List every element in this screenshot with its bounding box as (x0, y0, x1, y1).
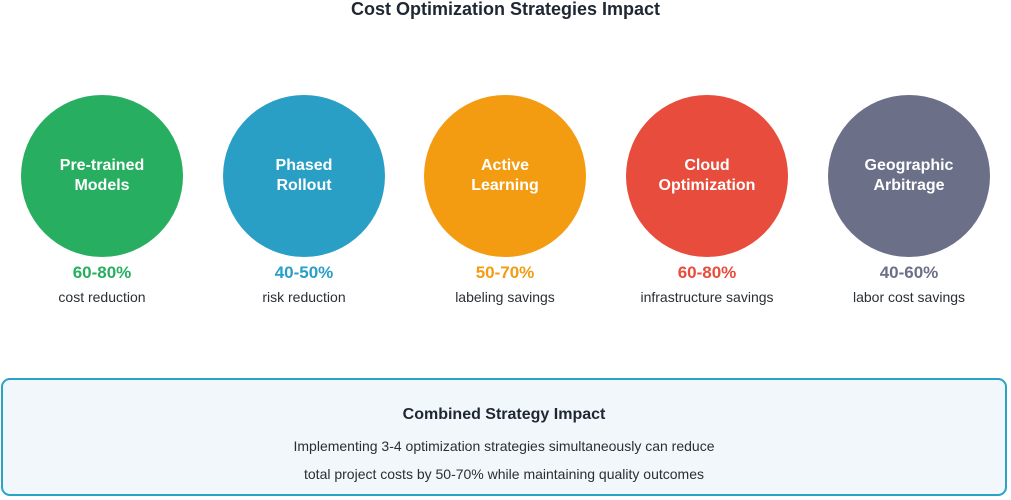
strategy-name-line2: Models (74, 177, 130, 194)
strategy-cloud-optimization: Cloud Optimization 60-80% infrastructure… (607, 95, 807, 306)
combined-impact-text-line2: total project costs by 50-70% while main… (304, 466, 704, 482)
strategy-name-line1: Geographic (864, 157, 954, 174)
strategy-phased-rollout: Phased Rollout 40-50% risk reduction (204, 95, 404, 306)
strategy-name-line2: Optimization (658, 177, 756, 194)
strategy-name-line2: Learning (471, 177, 539, 194)
combined-impact-box: Combined Strategy Impact Implementing 3-… (1, 378, 1007, 496)
strategy-percent: 40-60% (879, 263, 939, 282)
strategy-pretrained-models: Pre-trained Models 60-80% cost reduction (2, 95, 202, 306)
strategy-name-line1: Phased (275, 157, 333, 174)
strategy-name-line2: Arbitrage (873, 177, 945, 194)
strategy-circle: Geographic Arbitrage (828, 95, 990, 257)
strategy-description: risk reduction (262, 289, 346, 305)
strategy-geographic-arbitrage: Geographic Arbitrage 40-60% labor cost s… (809, 95, 1009, 306)
strategy-percent: 60-80% (677, 263, 737, 282)
strategy-name-line1: Pre-trained (59, 157, 145, 174)
strategy-circle: Pre-trained Models (21, 95, 183, 257)
strategy-description: cost reduction (58, 289, 146, 305)
page-title: Cost Optimization Strategies Impact (350, 0, 661, 19)
strategy-description: labeling savings (455, 289, 555, 305)
strategy-description: infrastructure savings (640, 289, 774, 305)
strategy-name-line1: Active (480, 157, 530, 174)
strategy-circle: Active Learning (424, 95, 586, 257)
strategy-circle: Cloud Optimization (626, 95, 788, 257)
combined-impact-text-line1: Implementing 3-4 optimization strategies… (293, 438, 715, 454)
strategy-percent: 60-80% (72, 263, 132, 282)
strategy-percent: 40-50% (274, 263, 334, 282)
strategy-percent: 50-70% (475, 263, 535, 282)
strategy-name-line1: Cloud (684, 157, 730, 174)
strategy-description: labor cost savings (852, 289, 966, 305)
strategy-active-learning: Active Learning 50-70% labeling savings (405, 95, 605, 306)
strategy-circle: Phased Rollout (223, 95, 385, 257)
combined-impact-title: Combined Strategy Impact (402, 406, 606, 423)
strategy-name-line2: Rollout (276, 177, 332, 194)
